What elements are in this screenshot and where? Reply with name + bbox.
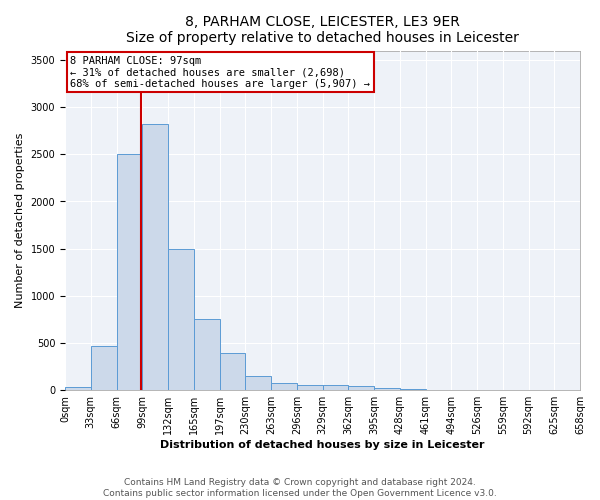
Bar: [142, 124, 168, 390]
Title: 8, PARHAM CLOSE, LEICESTER, LE3 9ER
Size of property relative to detached houses: 8, PARHAM CLOSE, LEICESTER, LE3 9ER Size…: [126, 15, 519, 45]
Bar: [323, 385, 348, 390]
Bar: [220, 354, 245, 390]
Bar: [374, 388, 400, 390]
Bar: [116, 154, 142, 390]
Bar: [297, 385, 323, 390]
Bar: [400, 389, 425, 390]
Bar: [168, 248, 194, 390]
Text: Contains HM Land Registry data © Crown copyright and database right 2024.
Contai: Contains HM Land Registry data © Crown c…: [103, 478, 497, 498]
Bar: [65, 388, 91, 390]
Bar: [271, 383, 297, 390]
Bar: [194, 320, 220, 390]
Bar: [245, 376, 271, 390]
Y-axis label: Number of detached properties: Number of detached properties: [15, 132, 25, 308]
Bar: [91, 346, 116, 390]
X-axis label: Distribution of detached houses by size in Leicester: Distribution of detached houses by size …: [160, 440, 485, 450]
Bar: [348, 386, 374, 390]
Text: 8 PARHAM CLOSE: 97sqm
← 31% of detached houses are smaller (2,698)
68% of semi-d: 8 PARHAM CLOSE: 97sqm ← 31% of detached …: [70, 56, 370, 89]
